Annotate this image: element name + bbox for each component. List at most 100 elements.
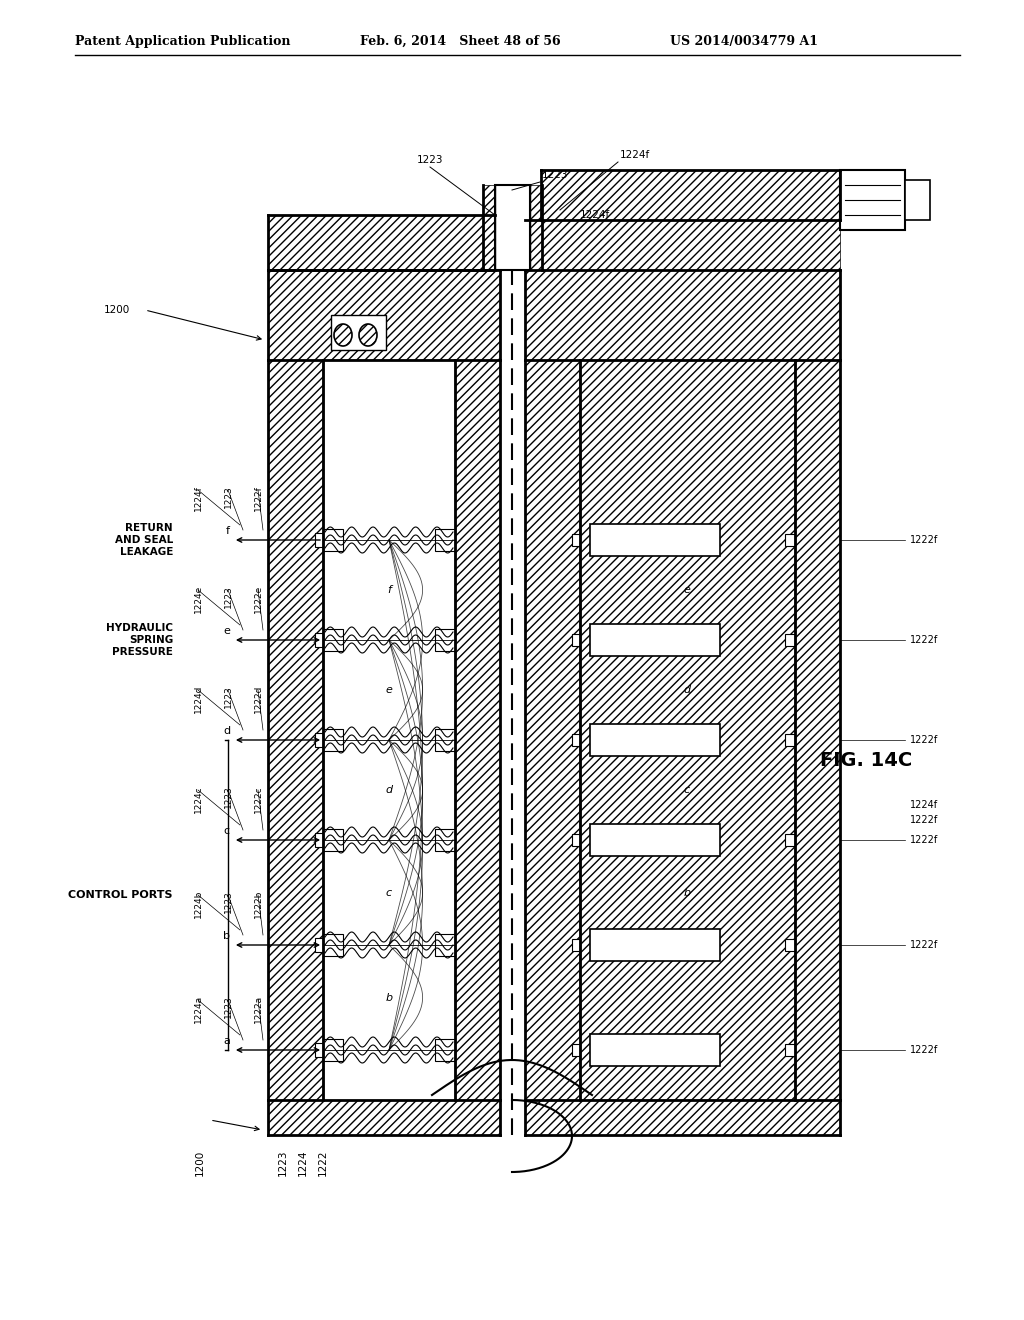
Bar bbox=[455, 360, 500, 1100]
Bar bbox=[525, 1100, 840, 1135]
Bar bbox=[323, 1039, 343, 1061]
Bar bbox=[785, 834, 795, 846]
Bar bbox=[323, 829, 343, 851]
Bar bbox=[785, 634, 795, 645]
Text: c: c bbox=[386, 888, 392, 898]
Bar bbox=[525, 360, 580, 1100]
Text: 1222f: 1222f bbox=[910, 1045, 938, 1055]
Text: US 2014/0034779 A1: US 2014/0034779 A1 bbox=[670, 36, 818, 48]
Bar bbox=[315, 634, 323, 647]
Text: 1224a: 1224a bbox=[194, 995, 203, 1023]
Text: a: a bbox=[223, 1036, 230, 1045]
Text: CONTROL PORTS: CONTROL PORTS bbox=[69, 890, 173, 900]
Text: 1223: 1223 bbox=[278, 1150, 288, 1176]
Text: 1223: 1223 bbox=[223, 484, 232, 508]
Text: 1224f: 1224f bbox=[194, 484, 203, 511]
Text: 1224d: 1224d bbox=[194, 685, 203, 713]
Bar bbox=[435, 529, 455, 550]
Text: 1222f: 1222f bbox=[254, 484, 262, 511]
Bar bbox=[572, 535, 580, 546]
Text: 1223: 1223 bbox=[223, 995, 232, 1018]
Text: f: f bbox=[226, 525, 230, 536]
Text: b: b bbox=[223, 931, 230, 941]
Text: 1222f: 1222f bbox=[910, 635, 938, 645]
Bar bbox=[795, 360, 840, 1100]
Bar bbox=[590, 824, 720, 855]
Text: 1224e: 1224e bbox=[194, 585, 203, 614]
Bar bbox=[580, 360, 795, 1100]
Text: 1223: 1223 bbox=[542, 170, 568, 180]
Bar bbox=[268, 271, 500, 360]
Text: 1224f: 1224f bbox=[620, 150, 650, 160]
Ellipse shape bbox=[334, 323, 352, 346]
Bar bbox=[785, 939, 795, 950]
Bar bbox=[315, 733, 323, 747]
Bar bbox=[525, 271, 840, 360]
Bar bbox=[541, 170, 840, 220]
Bar bbox=[435, 1039, 455, 1061]
Text: 1222c: 1222c bbox=[254, 785, 262, 813]
Bar bbox=[590, 524, 720, 556]
Bar bbox=[323, 630, 343, 651]
Text: 1223: 1223 bbox=[223, 890, 232, 912]
Bar bbox=[572, 734, 580, 746]
Text: e: e bbox=[386, 685, 392, 696]
Text: 1223: 1223 bbox=[223, 585, 232, 607]
Text: 1222a: 1222a bbox=[254, 995, 262, 1023]
Bar bbox=[315, 533, 323, 546]
Bar bbox=[323, 657, 455, 722]
Text: 1200: 1200 bbox=[103, 305, 130, 315]
Bar bbox=[315, 939, 323, 952]
Text: 1222f: 1222f bbox=[910, 940, 938, 950]
Text: 1224: 1224 bbox=[298, 1150, 308, 1176]
Bar bbox=[435, 935, 455, 956]
Text: Feb. 6, 2014   Sheet 48 of 56: Feb. 6, 2014 Sheet 48 of 56 bbox=[360, 36, 560, 48]
Bar bbox=[323, 360, 455, 521]
Bar bbox=[323, 1068, 455, 1100]
Bar bbox=[572, 634, 580, 645]
Bar bbox=[572, 1044, 580, 1056]
Text: b: b bbox=[385, 993, 392, 1003]
Bar bbox=[435, 829, 455, 851]
Text: 1224f: 1224f bbox=[910, 800, 938, 810]
Bar bbox=[495, 185, 530, 271]
Text: 1222: 1222 bbox=[318, 1150, 328, 1176]
Text: HYDRAULIC
SPRING
PRESSURE: HYDRAULIC SPRING PRESSURE bbox=[106, 623, 173, 656]
Bar bbox=[590, 624, 720, 656]
Text: 1222e: 1222e bbox=[254, 585, 262, 614]
Bar bbox=[268, 1100, 500, 1135]
Text: 1224c: 1224c bbox=[194, 785, 203, 813]
Bar bbox=[525, 220, 840, 271]
Bar bbox=[315, 1043, 323, 1057]
Text: 1223: 1223 bbox=[223, 785, 232, 808]
Bar bbox=[268, 215, 495, 271]
Text: RETURN
AND SEAL
LEAKAGE: RETURN AND SEAL LEAKAGE bbox=[115, 524, 173, 557]
Bar bbox=[323, 558, 455, 622]
Text: e: e bbox=[684, 585, 690, 595]
Text: f: f bbox=[387, 585, 391, 595]
Bar bbox=[785, 535, 795, 546]
Text: 1222d: 1222d bbox=[254, 685, 262, 713]
Bar bbox=[435, 729, 455, 751]
Text: c: c bbox=[684, 785, 690, 795]
Bar bbox=[323, 758, 455, 822]
Bar bbox=[331, 315, 386, 350]
Bar bbox=[572, 939, 580, 950]
Text: e: e bbox=[223, 626, 230, 636]
Text: 1223: 1223 bbox=[223, 685, 232, 708]
Bar bbox=[323, 935, 343, 956]
Bar bbox=[572, 834, 580, 846]
Bar bbox=[323, 529, 343, 550]
Bar bbox=[590, 929, 720, 961]
Text: 1222f: 1222f bbox=[910, 735, 938, 744]
Text: 1222b: 1222b bbox=[254, 890, 262, 919]
Text: 1224f: 1224f bbox=[580, 210, 610, 220]
Text: d: d bbox=[683, 685, 690, 696]
Bar bbox=[590, 723, 720, 756]
Text: FIG. 14C: FIG. 14C bbox=[820, 751, 912, 770]
Bar bbox=[323, 360, 455, 1100]
Text: 1200: 1200 bbox=[195, 1150, 205, 1176]
Bar bbox=[530, 185, 542, 271]
Bar bbox=[785, 734, 795, 746]
Text: Patent Application Publication: Patent Application Publication bbox=[75, 36, 291, 48]
